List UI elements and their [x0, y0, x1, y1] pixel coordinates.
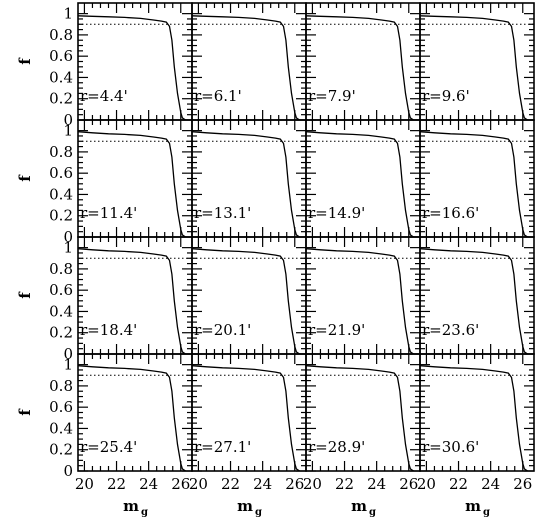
x-tick-label: 24: [481, 475, 500, 493]
y-tick-label: 0.2: [49, 207, 73, 225]
panel: r=4.4' 0 0.2 0.4 0.6 0.8 1: [49, 2, 193, 129]
x-tick-label: 20: [75, 475, 94, 493]
y-axis-title: f: [16, 57, 34, 65]
panel-label: r=6.1': [194, 87, 242, 105]
y-axis-title: f: [16, 408, 34, 416]
series-line: [191, 15, 300, 121]
x-tick-label: 22: [449, 475, 468, 493]
series-line: [191, 248, 300, 355]
x-tick-label: 26: [399, 475, 418, 493]
y-tick-label: 1: [63, 239, 73, 257]
panel-label: r=21.9': [308, 321, 365, 339]
x-axis-title: m: [465, 497, 481, 515]
series-line: [419, 248, 528, 355]
x-tick-label: 20: [189, 475, 208, 493]
panel-label: r=9.6': [422, 87, 470, 105]
panel: r=7.9': [305, 2, 421, 121]
panel-label: r=16.6': [422, 204, 479, 222]
series-line: [305, 365, 414, 472]
panel-label: r=23.6': [422, 321, 479, 339]
panel-label: r=30.6': [422, 438, 479, 456]
y-tick-label: 0: [63, 228, 73, 246]
x-axis-title: m: [351, 497, 367, 515]
panel: r=11.4' 0 0.2 0.4 0.6 0.8 1: [49, 119, 193, 246]
panel: r=28.9' 20 22 24 26: [303, 353, 421, 493]
y-axis-title: f: [16, 174, 34, 182]
y-tick-label: 0.4: [49, 185, 73, 203]
y-tick-label: 0.8: [49, 26, 73, 44]
series-line: [77, 15, 186, 121]
y-tick-label: 1: [63, 122, 73, 140]
series-line: [77, 365, 186, 472]
x-axis-title-subscript: g: [255, 507, 262, 518]
y-axis-title: f: [16, 291, 34, 299]
y-tick-label: 0: [63, 111, 73, 129]
panel-label: r=7.9': [308, 87, 356, 105]
y-tick-label: 1: [63, 5, 73, 23]
panel-label: r=18.4': [80, 321, 137, 339]
panel: r=6.1': [191, 2, 307, 121]
x-axis-title-subscript: g: [141, 507, 148, 518]
panel: r=27.1' 20 22 24 26: [189, 353, 307, 493]
x-tick-label: 26: [513, 475, 532, 493]
series-line: [419, 131, 528, 238]
y-tick-label: 0.6: [49, 47, 73, 65]
series-line: [77, 248, 186, 355]
x-axis-title-subscript: g: [483, 507, 490, 518]
series-line: [305, 131, 414, 238]
y-tick-label: 0.6: [49, 398, 73, 416]
panel: r=30.6' 20 22 24 26: [417, 353, 535, 493]
y-tick-label: 0: [63, 345, 73, 363]
panel-label: r=11.4': [80, 204, 137, 222]
series-line: [419, 365, 528, 472]
y-tick-label: 1: [63, 356, 73, 374]
x-tick-label: 26: [171, 475, 190, 493]
series-line: [191, 365, 300, 472]
x-tick-label: 20: [303, 475, 322, 493]
series-line: [305, 15, 414, 121]
panel-label: r=28.9': [308, 438, 365, 456]
y-tick-label: 0: [63, 462, 73, 480]
y-tick-label: 0.8: [49, 260, 73, 278]
x-tick-label: 22: [335, 475, 354, 493]
series-line: [77, 131, 186, 238]
panel-label: r=25.4': [80, 438, 137, 456]
panels-grid: r=4.4' 0 0.2 0.4 0.6 0.8 1 r=6.1' r=7.9' r=9.6' r=…: [49, 2, 535, 493]
y-tick-label: 0.2: [49, 324, 73, 342]
series-line: [419, 15, 528, 121]
panel: r=25.4' 0 0.2 0.4 0.6 0.8 1 20 22 24 26: [49, 353, 193, 493]
y-tick-label: 0.6: [49, 281, 73, 299]
series-line: [305, 248, 414, 355]
y-tick-label: 0.8: [49, 143, 73, 161]
x-tick-label: 26: [285, 475, 304, 493]
x-tick-label: 22: [221, 475, 240, 493]
series-line: [191, 131, 300, 238]
panel-label: r=4.4': [80, 87, 128, 105]
y-tick-label: 0.4: [49, 68, 73, 86]
x-tick-label: 20: [417, 475, 436, 493]
y-tick-label: 0.4: [49, 419, 73, 437]
panel-label: r=14.9': [308, 204, 365, 222]
panel-label: r=27.1': [194, 438, 251, 456]
x-axis-title: m: [123, 497, 139, 515]
x-tick-label: 24: [367, 475, 386, 493]
y-tick-label: 0.6: [49, 164, 73, 182]
y-tick-label: 0.2: [49, 90, 73, 108]
y-tick-label: 0.2: [49, 441, 73, 459]
x-tick-label: 24: [139, 475, 158, 493]
x-tick-label: 22: [107, 475, 126, 493]
x-axis-title-subscript: g: [369, 507, 376, 518]
panel-label: r=13.1': [194, 204, 251, 222]
y-tick-label: 0.4: [49, 302, 73, 320]
panel-label: r=20.1': [194, 321, 251, 339]
x-axis-title: m: [237, 497, 253, 515]
x-tick-label: 24: [253, 475, 272, 493]
y-tick-label: 0.8: [49, 377, 73, 395]
